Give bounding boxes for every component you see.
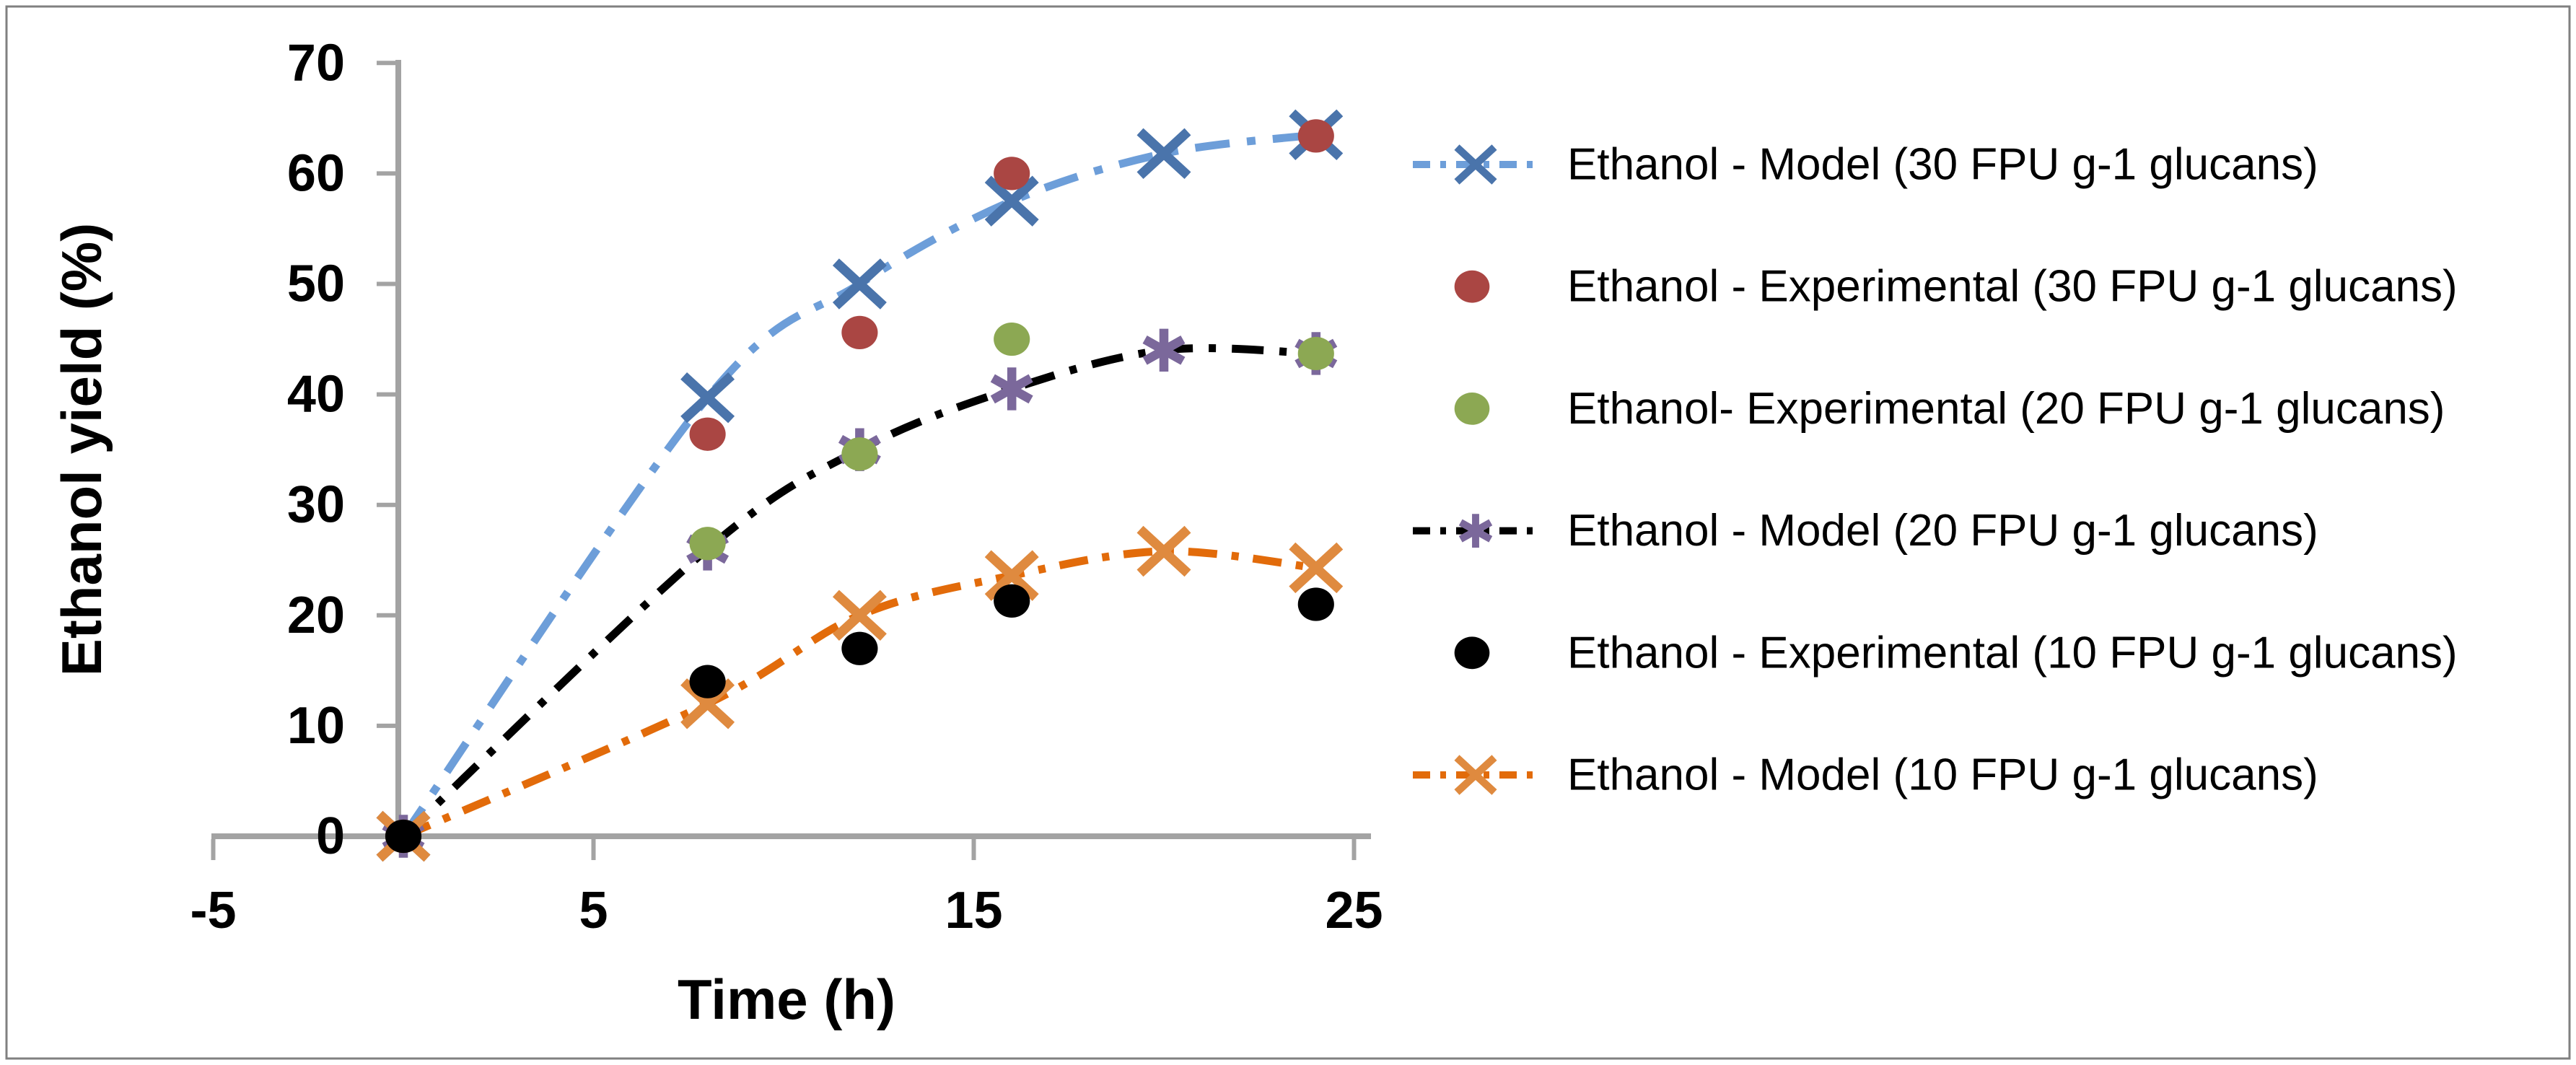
- series-markers: [385, 119, 1334, 854]
- legend-item: Ethanol - Model (20 FPU g-1 glucans): [1413, 506, 2318, 556]
- legend-item: Ethanol- Experimental (20 FPU g-1 glucan…: [1454, 384, 2445, 434]
- data-point-circle: [1297, 587, 1334, 621]
- y-tick-label: 20: [287, 587, 345, 644]
- data-point-circle: [994, 322, 1030, 356]
- legend-label: Ethanol - Model (30 FPU g-1 glucans): [1567, 140, 2318, 190]
- data-point-circle: [385, 819, 422, 854]
- legend-item: Ethanol - Model (10 FPU g-1 glucans): [1413, 750, 2318, 800]
- legend-label: Ethanol - Model (10 FPU g-1 glucans): [1567, 750, 2318, 800]
- data-point-circle: [841, 631, 878, 665]
- legend: Ethanol - Model (30 FPU g-1 glucans) Etha…: [1413, 140, 2458, 800]
- data-point-x: [1289, 542, 1344, 594]
- data-point-x: [1454, 144, 1497, 185]
- x-tick-label: 5: [579, 882, 608, 939]
- y-tick-label: 30: [287, 476, 345, 534]
- plot-area: [376, 109, 1344, 862]
- legend-item: Ethanol - Model (30 FPU g-1 glucans): [1413, 140, 2318, 190]
- data-point-circle: [841, 437, 878, 471]
- data-point-x: [832, 258, 887, 310]
- data-point-x: [1136, 128, 1191, 180]
- legend-label: Ethanol - Model (20 FPU g-1 glucans): [1567, 506, 2318, 556]
- data-point-x: [1136, 525, 1191, 577]
- data-point-x: [984, 175, 1039, 227]
- legend-item: Ethanol - Experimental (30 FPU g-1 gluca…: [1454, 262, 2458, 312]
- data-point-x: [680, 372, 735, 424]
- x-tick-label: 15: [945, 882, 1002, 939]
- data-point-circle: [1454, 636, 1490, 670]
- data-point-circle: [1297, 119, 1334, 153]
- data-point-circle: [841, 315, 878, 349]
- y-axis-title: Ethanol yield (%): [50, 223, 113, 676]
- data-point-circle: [1297, 336, 1334, 371]
- legend-label: Ethanol- Experimental (20 FPU g-1 glucan…: [1567, 384, 2445, 434]
- legend-item: Ethanol - Experimental (10 FPU g-1 gluca…: [1454, 628, 2458, 678]
- legend-label: Ethanol - Experimental (10 FPU g-1 gluca…: [1567, 628, 2458, 678]
- y-tick-label: 10: [287, 697, 345, 755]
- data-point-x: [832, 590, 887, 641]
- data-point-circle: [689, 665, 726, 698]
- data-point-asterisk: [1142, 328, 1186, 372]
- y-tick-label: 60: [287, 144, 345, 202]
- series-markers: [385, 584, 1334, 854]
- data-point-circle: [689, 417, 726, 451]
- data-point-x: [984, 550, 1039, 601]
- data-point-x: [1454, 755, 1497, 795]
- chart-border: [5, 5, 2571, 1060]
- data-point-asterisk: [990, 367, 1033, 411]
- y-tick-label: 70: [287, 34, 345, 92]
- x-axis-title: Time (h): [678, 968, 895, 1031]
- data-point-asterisk: [1458, 514, 1493, 548]
- y-tick-label: 40: [287, 366, 345, 424]
- legend-label: Ethanol - Experimental (30 FPU g-1 gluca…: [1567, 262, 2458, 312]
- x-tick-label: -5: [190, 882, 236, 939]
- data-point-circle: [994, 157, 1030, 190]
- data-point-circle: [689, 527, 726, 561]
- y-tick-label: 0: [316, 807, 345, 865]
- data-point-circle: [1454, 270, 1490, 303]
- y-tick-label: 50: [287, 255, 345, 313]
- data-point-circle: [994, 584, 1030, 618]
- x-tick-label: 25: [1325, 882, 1383, 939]
- tick-labels: 0 10 20 30 40 50 60 70 -5 5 15 25: [190, 34, 1383, 939]
- data-point-circle: [1454, 393, 1490, 425]
